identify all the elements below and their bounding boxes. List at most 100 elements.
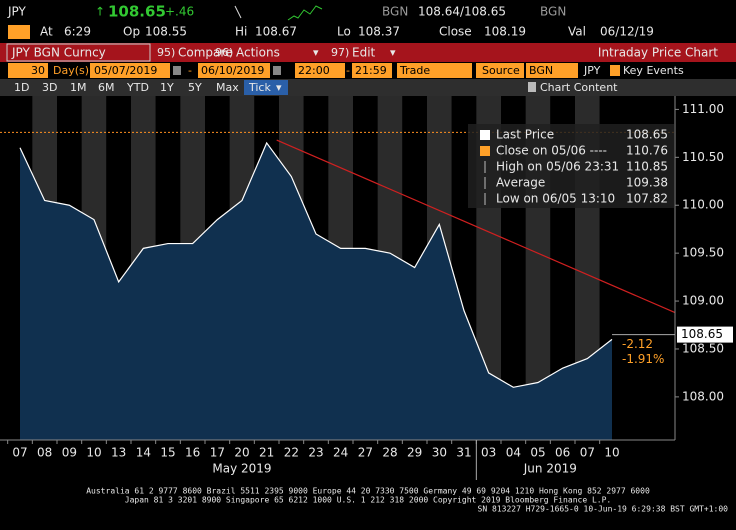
source: BGN: [529, 64, 553, 77]
footer-line: Australia 61 2 9777 8600 Brazil 5511 239…: [86, 487, 650, 496]
x-tick-label: 15: [160, 446, 175, 460]
last-price: 108.65: [108, 3, 166, 21]
range-button[interactable]: Max: [216, 81, 239, 94]
security-box[interactable]: [6, 43, 151, 62]
end-date: 06/10/2019: [201, 64, 264, 77]
legend-value: 108.65: [626, 128, 668, 142]
range-bg: [0, 79, 736, 96]
source-label: Source: [482, 64, 520, 77]
selected-range-bg: [244, 80, 288, 95]
time-end: 21:59: [355, 64, 387, 77]
legend-value: 107.82: [626, 192, 668, 206]
menu-item[interactable]: Edit: [352, 46, 376, 60]
range-button[interactable]: 6M: [98, 81, 115, 94]
x-tick-label: 10: [86, 446, 101, 460]
unit: Day(s): [53, 64, 89, 77]
change-pct: -1.91%: [622, 352, 664, 366]
menu-item[interactable]: Actions: [236, 46, 280, 60]
checkbox[interactable]: [610, 65, 620, 76]
field[interactable]: [295, 63, 345, 78]
x-tick-label: 04: [506, 446, 521, 460]
change: +.46: [165, 5, 194, 19]
y-tick-label: 109.00: [682, 294, 724, 308]
x-tick-label: 10: [604, 446, 619, 460]
stat-value: 108.37: [358, 25, 400, 39]
stat-value: 108.19: [484, 25, 526, 39]
x-tick-label: 24: [333, 446, 348, 460]
calendar-icon[interactable]: [173, 66, 181, 75]
y-tick-label: 110.00: [682, 198, 724, 212]
range-button[interactable]: 1M: [70, 81, 87, 94]
field[interactable]: [90, 63, 170, 78]
footer: Australia 61 2 9777 8600 Brazil 5511 239…: [86, 487, 728, 514]
legend-value: 110.85: [626, 160, 668, 174]
go-icon[interactable]: [8, 25, 30, 39]
x-tick-label: 21: [259, 446, 274, 460]
selected-range[interactable]: Tick: [248, 81, 271, 94]
month-label: May 2019: [212, 462, 271, 476]
stat-value: 108.67: [255, 25, 297, 39]
chart-content[interactable]: Chart Content: [540, 81, 618, 94]
legend-label: Low on 06/05 13:10: [496, 192, 615, 206]
x-tick-label: 13: [111, 446, 126, 460]
dropdown-arrow: ▾: [313, 46, 319, 59]
last-price-label: 108.65: [681, 327, 723, 341]
x-tick-label: 17: [210, 446, 225, 460]
y-tick-label: 110.50: [682, 150, 724, 164]
x-tick-label: 22: [284, 446, 299, 460]
x-tick-label: 31: [456, 446, 471, 460]
stat-value: 06/12/19: [600, 25, 654, 39]
bid-ask: 108.64/108.65: [418, 5, 506, 19]
range-button[interactable]: 3D: [42, 81, 57, 94]
range-button[interactable]: 1D: [14, 81, 29, 94]
legend-label: Close on 05/06 ----: [496, 144, 607, 158]
range-button[interactable]: 1Y: [160, 81, 174, 94]
field[interactable]: [397, 63, 472, 78]
calendar-icon[interactable]: [273, 66, 281, 75]
field[interactable]: [526, 63, 578, 78]
menu-key: 97): [331, 46, 349, 59]
stat-value: 6:29: [64, 25, 91, 39]
menu-bg: [0, 43, 736, 62]
stat-label: Op: [123, 25, 140, 39]
x-tick-label: 23: [308, 446, 323, 460]
content-icon: [528, 82, 536, 92]
settings-row: 30 Day(s) 05/07/2019 - 06/10/2019 22:00 …: [8, 63, 684, 78]
stats-row: At 6:29 Op 108.55 Hi 108.67 Lo 108.37 Cl…: [8, 25, 654, 39]
price-area: [20, 142, 612, 441]
x-tick-label: 27: [358, 446, 373, 460]
legend-value: 110.76: [626, 144, 668, 158]
field[interactable]: [352, 63, 392, 78]
range-button[interactable]: YTD: [126, 81, 149, 94]
stat-label: At: [40, 25, 53, 39]
x-tick-label: 06: [555, 446, 570, 460]
legend-label: Last Price: [496, 128, 554, 142]
page-title: Intraday Price Chart: [598, 46, 718, 60]
x-tick-label: 16: [185, 446, 200, 460]
x-tick-label: 09: [62, 446, 77, 460]
range-button[interactable]: 5Y: [188, 81, 202, 94]
legend-swatch: [480, 130, 490, 140]
x-tick-label: 08: [37, 446, 52, 460]
menu-item[interactable]: Compare: [178, 46, 232, 60]
price-line: [19, 141, 613, 388]
x-tick-label: 05: [530, 446, 545, 460]
key-events: Key Events: [623, 64, 684, 77]
stat-label: Val: [568, 25, 586, 39]
dash: -: [346, 64, 350, 77]
x-tick-label: 14: [136, 446, 151, 460]
y-tick-label: 109.50: [682, 246, 724, 260]
field[interactable]: [8, 63, 48, 78]
axis-bg: [675, 96, 736, 440]
legend-label: High on 05/06 23:31: [496, 160, 619, 174]
stat-value: 108.55: [145, 25, 187, 39]
up-arrow: ↑: [95, 5, 105, 19]
source: BGN: [382, 5, 408, 19]
ticker: JPY: [7, 5, 27, 19]
quote-row: JPY ↑ 108.65 +.46 BGN 108.64/108.65 BGN: [7, 3, 566, 21]
footer-line: SN 813227 H729-1665-0 10-Jun-19 6:29:38 …: [478, 505, 729, 514]
field[interactable]: [198, 63, 270, 78]
y-tick-label: 108.50: [682, 341, 724, 355]
legend-bg: [468, 124, 674, 208]
